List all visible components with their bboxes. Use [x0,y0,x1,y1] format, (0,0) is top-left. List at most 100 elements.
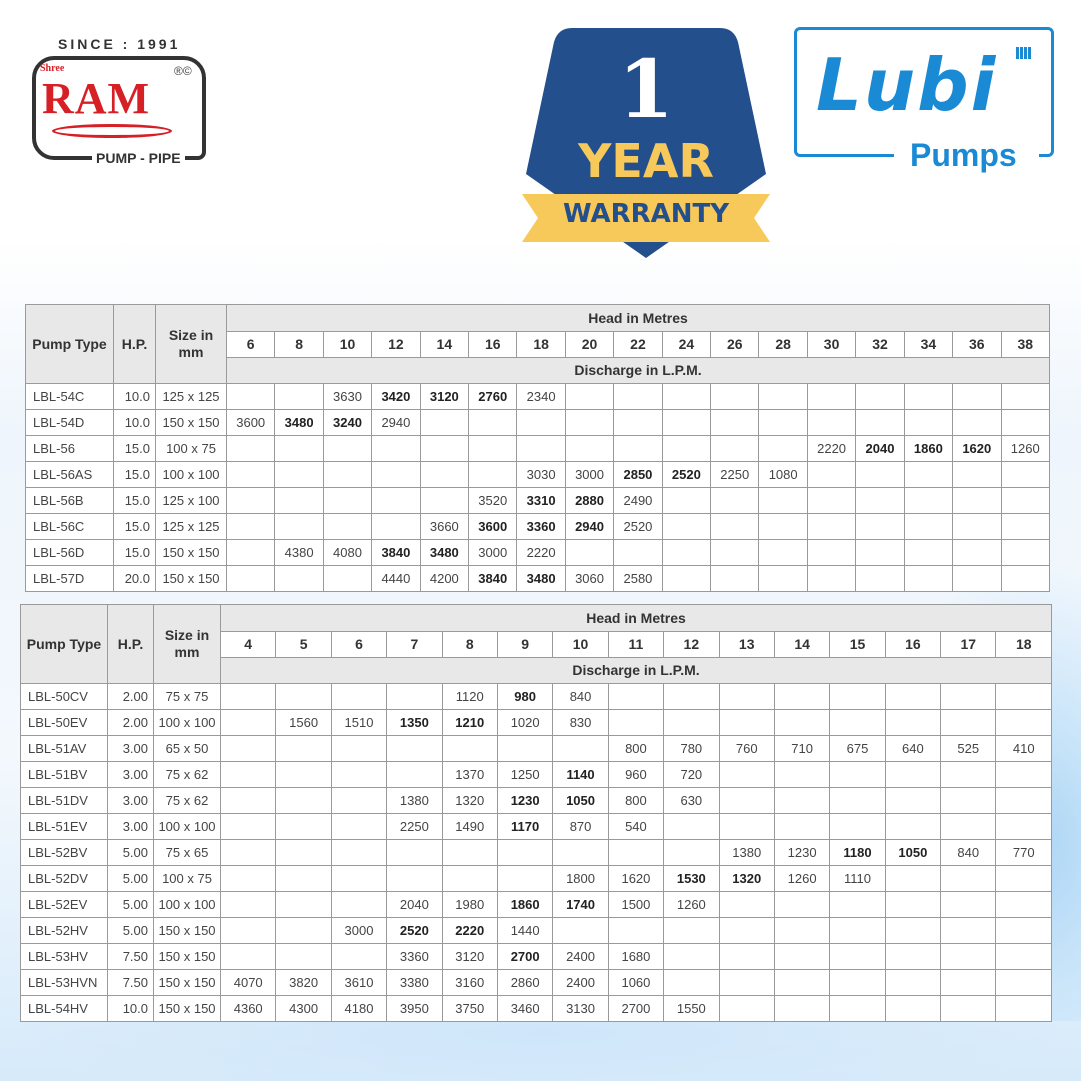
size-cell: 150 x 150 [155,409,227,436]
table-row: LBL-50EV 2.00 100 x 100 1560 1510 1350 1210 102… [20,709,1052,736]
empty-cell [275,917,332,944]
head-value-header: 22 [613,331,663,358]
empty-cell [225,513,276,540]
empty-cell [806,539,857,566]
size-cell: 100 x 75 [155,435,227,462]
empty-cell [330,761,388,788]
empty-cell [275,839,332,866]
empty-cell [613,383,663,410]
head-value-header: 8 [274,331,324,358]
discharge-cell: 1320 [441,787,498,814]
empty-cell [1000,565,1050,592]
discharge-cell: 720 [663,761,720,788]
empty-cell [806,565,857,592]
grid-icon [1016,47,1032,59]
empty-cell [322,461,373,488]
discharge-cell: 3240 [322,409,373,436]
discharge-cell: 2340 [516,383,566,410]
empty-cell [552,839,609,866]
empty-cell [468,435,518,462]
empty-cell [607,709,665,736]
discharge-cell: 1860 [496,891,554,918]
discharge-cell: 1020 [496,709,554,736]
pump-type-cell: LBL-54HV [20,995,108,1022]
size-header: Size in mm [153,604,221,684]
pump-type-cell: LBL-56C [25,513,114,540]
hp-cell: 3.00 [107,787,154,814]
empty-cell [773,891,831,918]
discharge-cell: 1800 [552,865,609,892]
head-value-header: 10 [322,331,373,358]
hp-cell: 2.00 [107,683,154,710]
hp-cell: 5.00 [107,891,154,918]
empty-cell [663,839,720,866]
discharge-cell: 1860 [903,435,954,462]
empty-cell [855,383,905,410]
discharge-cell: 525 [940,735,997,762]
empty-cell [940,995,997,1022]
discharge-cell: 1680 [607,943,665,970]
hp-cell: 15.0 [113,435,156,462]
discharge-cell: 980 [496,683,554,710]
hp-cell: 3.00 [107,735,154,762]
empty-cell [564,383,615,410]
table-row: LBL-52EV 5.00 100 x 100 2040 1980 1860 1740 150… [20,891,1052,918]
discharge-cell: 1230 [773,839,831,866]
empty-cell [386,865,443,892]
head-value-header: 16 [884,631,942,658]
warranty-badge-shape [522,28,770,258]
empty-cell [710,435,760,462]
discharge-cell: 3480 [516,565,566,592]
empty-cell [330,813,388,840]
empty-cell [661,565,712,592]
empty-cell [386,683,443,710]
empty-cell [274,461,324,488]
pump-type-cell: LBL-50EV [20,709,108,736]
empty-cell [884,683,942,710]
discharge-cell: 1110 [829,865,886,892]
empty-cell [995,787,1052,814]
discharge-cell: 2700 [496,943,554,970]
size-cell: 100 x 100 [153,813,221,840]
size-cell: 100 x 100 [153,891,221,918]
empty-cell [884,787,942,814]
discharge-cell: 1620 [607,865,665,892]
discharge-cell: 1510 [330,709,388,736]
empty-cell [884,761,942,788]
empty-cell [564,435,615,462]
empty-cell [219,943,277,970]
discharge-cell: 2250 [710,461,760,488]
empty-cell [710,487,760,514]
empty-cell [322,513,373,540]
empty-cell [884,865,942,892]
size-cell: 150 x 150 [153,969,221,996]
discharge-cell: 4380 [274,539,324,566]
head-value-header: 36 [952,331,1002,358]
pump-type-cell: LBL-52HV [20,917,108,944]
size-cell: 75 x 75 [153,683,221,710]
size-cell: 75 x 62 [153,761,221,788]
table-row: LBL-52HV 5.00 150 x 150 3000 2520 2220 1440 [20,917,1052,944]
empty-cell [322,435,373,462]
empty-cell [940,787,997,814]
table-row: LBL-56D 15.0 150 x 150 4380 4080 3840 3480 3000… [25,539,1050,566]
empty-cell [386,839,443,866]
hp-cell: 7.50 [107,943,154,970]
empty-cell [274,435,324,462]
empty-cell [552,735,609,762]
empty-cell [773,787,831,814]
hp-cell: 3.00 [107,761,154,788]
pump-type-header: Pump Type [25,304,114,384]
empty-cell [829,891,886,918]
head-value-header: 8 [441,631,498,658]
discharge-cell: 2040 [855,435,905,462]
table-row: LBL-51BV 3.00 75 x 62 1370 1250 1140 960 720 [20,761,1052,788]
discharge-cell: 3310 [516,487,566,514]
pump-type-cell: LBL-52BV [20,839,108,866]
discharge-cell: 2580 [613,565,663,592]
empty-cell [419,435,470,462]
discharge-cell: 3120 [419,383,470,410]
discharge-cell: 1120 [441,683,498,710]
discharge-cell: 540 [607,813,665,840]
discharge-cell: 1620 [952,435,1002,462]
